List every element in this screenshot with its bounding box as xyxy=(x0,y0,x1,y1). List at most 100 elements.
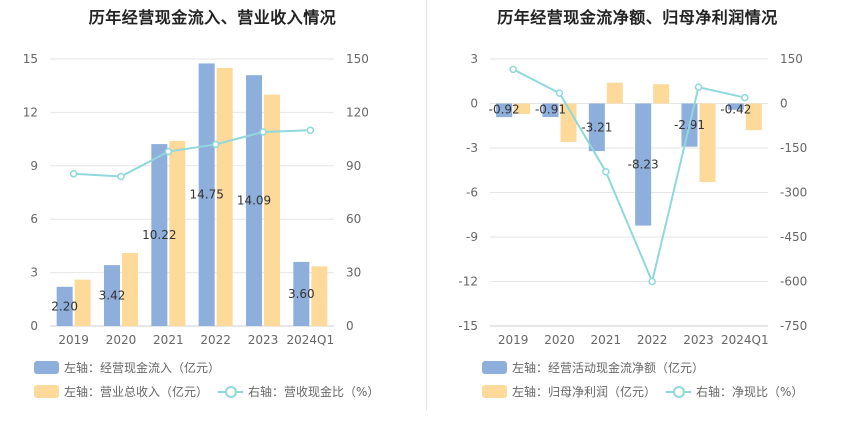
legend-revenue[interactable]: 左轴：营业总收入（亿元） xyxy=(34,383,208,400)
data-label: -0.91 xyxy=(535,103,566,117)
bar xyxy=(151,144,168,326)
legend-swatch xyxy=(666,385,691,398)
left-chart-title: 历年经营现金流入、营业收入情况 xyxy=(88,8,337,27)
y-right-tick-label: -600 xyxy=(780,275,807,289)
y-right-tick-label: -300 xyxy=(780,186,807,200)
data-label: -0.92 xyxy=(489,103,520,117)
x-tick-label: 2024Q1 xyxy=(287,333,335,347)
data-label: 3.60 xyxy=(288,287,315,301)
legend-cash-inflow[interactable]: 左轴：经营现金流入（亿元） xyxy=(34,359,220,376)
legend-swatch xyxy=(34,361,59,374)
legend-swatch xyxy=(482,361,507,374)
x-tick-label: 2019 xyxy=(58,333,89,347)
y-left-tick-label: 0 xyxy=(470,97,478,111)
legend-label: 左轴：经营现金流入（亿元） xyxy=(64,361,221,375)
x-tick-label: 2022 xyxy=(200,333,231,347)
line-point xyxy=(69,170,78,178)
legend-revenue-cash-ratio[interactable]: 右轴：营收现金比（%） xyxy=(218,383,379,400)
y-left-tick-label: -9 xyxy=(466,230,478,244)
y-right-tick-label: 0 xyxy=(780,97,788,111)
legend-label: 左轴：归母净利润（亿元） xyxy=(512,385,657,399)
x-tick-label: 2019 xyxy=(498,333,529,347)
y-right-tick-label: -150 xyxy=(780,141,807,155)
line-point xyxy=(602,167,610,176)
y-left-tick-label: -6 xyxy=(466,186,478,200)
x-tick-label: 2021 xyxy=(153,333,184,347)
bar xyxy=(727,103,744,110)
y-left-tick-label: 3 xyxy=(470,52,478,66)
y-left-tick-label: 12 xyxy=(23,105,38,119)
legend-swatch xyxy=(482,385,507,398)
y-right-tick-label: -750 xyxy=(780,319,807,333)
y-right-tick-label: 150 xyxy=(346,52,369,66)
y-left-tick-label: 15 xyxy=(23,52,38,66)
y-right-tick-label: 120 xyxy=(346,105,369,119)
y-left-tick-label: 6 xyxy=(30,212,38,226)
bar xyxy=(216,67,233,327)
data-label: 2.20 xyxy=(51,299,78,313)
line-point xyxy=(117,172,125,181)
data-label: 14.09 xyxy=(237,194,271,208)
bar xyxy=(745,103,762,131)
bar xyxy=(699,103,716,183)
line-point xyxy=(648,277,656,286)
x-tick-label: 2023 xyxy=(248,333,279,347)
right-chart-title: 历年经营现金流净额、归母净利润情况 xyxy=(497,8,778,27)
data-label: -8.23 xyxy=(628,158,659,172)
y-left-tick-label: 9 xyxy=(30,159,38,173)
y-left-tick-label: -3 xyxy=(466,141,478,155)
legend-swatch xyxy=(34,385,59,398)
data-label: 10.22 xyxy=(142,228,176,242)
y-right-tick-label: 0 xyxy=(346,319,354,333)
bar xyxy=(653,84,670,104)
bar xyxy=(122,253,138,326)
x-tick-label: 2022 xyxy=(637,333,668,347)
y-right-tick-label: 60 xyxy=(346,212,361,226)
line-point xyxy=(741,93,749,102)
y-left-tick-label: 0 xyxy=(30,319,38,333)
bar xyxy=(496,103,513,118)
y-right-tick-label: 90 xyxy=(346,159,361,173)
data-label: 3.42 xyxy=(99,289,126,303)
legend-label: 左轴：营业总收入（亿元） xyxy=(64,385,209,399)
line-point xyxy=(555,89,564,97)
panel-divider xyxy=(426,0,427,410)
legend-label: 右轴：净现比（%） xyxy=(696,385,804,399)
bar xyxy=(198,63,215,326)
bar xyxy=(293,261,310,326)
legend-net-cash-ratio[interactable]: 右轴：净现比（%） xyxy=(666,383,803,400)
legend-net-profit[interactable]: 左轴：归母净利润（亿元） xyxy=(482,383,656,400)
x-tick-label: 2020 xyxy=(106,333,137,347)
bar xyxy=(264,94,280,326)
y-left-tick-label: -15 xyxy=(458,319,478,333)
line-point xyxy=(694,83,703,91)
series-line xyxy=(73,129,311,178)
x-tick-label: 2023 xyxy=(683,333,714,347)
line-point xyxy=(509,65,517,74)
x-tick-label: 2024Q1 xyxy=(721,333,769,347)
y-left-tick-label: 3 xyxy=(30,266,38,280)
y-right-tick-label: 30 xyxy=(346,266,361,280)
line-point xyxy=(259,128,267,136)
x-tick-label: 2021 xyxy=(591,333,622,347)
legend-label: 左轴：经营活动现金流净额（亿元） xyxy=(512,361,705,375)
bar xyxy=(606,82,623,104)
legend-label: 右轴：营收现金比（%） xyxy=(248,385,380,399)
y-left-tick-label: -12 xyxy=(458,275,478,289)
y-right-tick-label: 150 xyxy=(780,52,803,66)
legend-swatch xyxy=(218,385,243,398)
legend-net-cash-flow[interactable]: 左轴：经营活动现金流净额（亿元） xyxy=(482,359,704,376)
line-point xyxy=(164,147,173,156)
line-point xyxy=(306,126,315,134)
bar xyxy=(104,265,120,326)
bar xyxy=(169,140,186,326)
data-label: 14.75 xyxy=(189,188,223,202)
line-point xyxy=(211,140,220,149)
y-right-tick-label: -450 xyxy=(780,230,807,244)
bar xyxy=(246,75,262,326)
bar xyxy=(56,286,73,326)
bar xyxy=(635,103,652,226)
bar xyxy=(560,103,577,143)
